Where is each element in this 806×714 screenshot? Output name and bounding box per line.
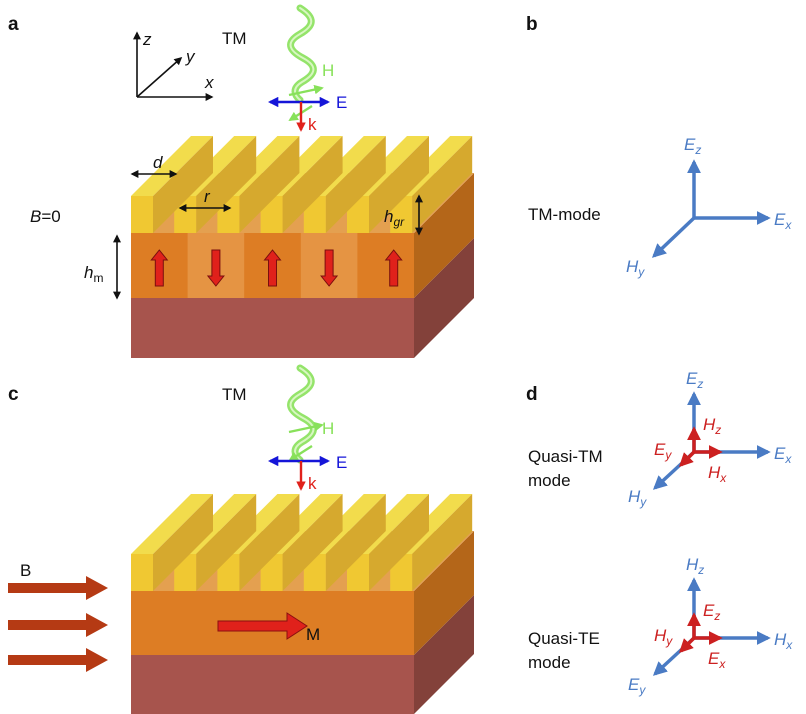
incident-wave-a	[267, 4, 331, 132]
grating-c-bar-side	[196, 494, 257, 591]
grating-c-bar-side	[282, 494, 343, 591]
b-zero-label: B=0	[30, 207, 61, 226]
qte-hz-label: Hz	[686, 555, 704, 577]
grating-height-label: hgr	[384, 207, 405, 229]
tm-label-a: TM	[222, 29, 247, 48]
grating-a-bar-side	[412, 136, 473, 233]
qte-ez-label: Ez	[703, 601, 720, 623]
magnetic-height-label: hm	[84, 263, 103, 285]
device-slab-c	[131, 494, 474, 714]
quasi-te-label-line2: mode	[528, 653, 571, 672]
grating-a-bar-side	[153, 136, 213, 233]
grating-a-bar-side	[325, 136, 386, 233]
grating-c-bar-side	[153, 494, 213, 591]
grating-a-bar-side	[239, 136, 300, 233]
period-d-label: d	[153, 153, 163, 172]
grating-c-bar-side	[239, 494, 300, 591]
quasi-te-label-line1: Quasi-TE	[528, 629, 600, 648]
panel-b: b TM-mode Ez Ex Hy	[526, 14, 792, 279]
domain-arrow-up	[263, 249, 282, 287]
b-ez-label: Ez	[684, 135, 701, 157]
field-axes-quasi-tm	[652, 391, 771, 490]
grating-c-bar-front	[131, 554, 153, 591]
grating-a-bar-side	[369, 136, 429, 233]
b-ex-label: Ex	[774, 210, 792, 232]
qtm-hz-label: Hz	[703, 415, 721, 437]
incident-wave-c	[267, 364, 331, 491]
tm-label-c: TM	[222, 385, 247, 404]
grating-a-bar-top	[131, 136, 213, 196]
axis-y-label: y	[185, 47, 196, 66]
panel-c-label: c	[8, 384, 19, 405]
domain-arrow-down	[320, 249, 339, 287]
panel-b-label: b	[526, 14, 538, 35]
field-axes-b	[651, 159, 771, 258]
domain-arrow-down	[206, 249, 225, 287]
k-vector-label-a: k	[308, 115, 317, 134]
domain-arrow-up	[150, 249, 169, 287]
panel-d: d Quasi-TM mode Ez Ex Hy Hz Ey Hx Quasi-…	[526, 369, 793, 697]
field-axes-quasi-te	[652, 577, 771, 676]
h-field-label-a: H	[322, 61, 334, 80]
axis-x-label: x	[204, 73, 214, 92]
magnetic-domains	[150, 233, 403, 298]
grating-a-bar-side	[282, 136, 343, 233]
qte-hx-label: Hx	[774, 630, 793, 652]
grating-c-bar-top	[131, 494, 213, 554]
domain-arrow-up	[384, 249, 403, 287]
tm-mode-label: TM-mode	[528, 205, 601, 224]
grating-c-bar-side	[369, 494, 429, 591]
panel-c: c TM H E k M B	[8, 364, 474, 714]
device-slab-a	[131, 136, 474, 358]
magnetization-label: M	[306, 625, 320, 644]
magnetization-arrow	[217, 612, 308, 640]
qtm-ex-label: Ex	[774, 444, 792, 466]
e-field-label-a: E	[336, 93, 347, 112]
qtm-hy-label: Hy	[628, 487, 647, 509]
qtm-ez-label: Ez	[686, 369, 703, 391]
quasi-tm-label-line1: Quasi-TM	[528, 447, 603, 466]
grating-a-bar-front	[131, 196, 153, 233]
k-vector-label-c: k	[308, 474, 317, 493]
dimension-marks-a	[113, 170, 423, 300]
axis-z-label: z	[142, 30, 152, 49]
e-field-label-c: E	[336, 453, 347, 472]
qtm-hx-label: Hx	[708, 463, 727, 485]
qtm-ey-label: Ey	[654, 440, 672, 462]
b-hy-label: Hy	[626, 257, 645, 279]
panel-a: a z y x TM H E k	[8, 4, 474, 358]
qte-hy-label: Hy	[654, 626, 673, 648]
grating-c-bar-side	[325, 494, 386, 591]
coordinate-axes: z y x	[133, 30, 214, 101]
b-field-label: B	[20, 561, 31, 580]
qte-ey-label: Ey	[628, 675, 646, 697]
grating-c	[131, 494, 473, 591]
panel-a-label: a	[8, 14, 19, 35]
panel-d-label: d	[526, 384, 538, 405]
h-field-label-c: H	[322, 419, 334, 438]
qte-ex-label: Ex	[708, 649, 726, 671]
gap-r-label: r	[204, 187, 211, 206]
quasi-tm-label-line2: mode	[528, 471, 571, 490]
grating-c-bar-side	[412, 494, 473, 591]
external-field-arrows	[8, 576, 108, 672]
